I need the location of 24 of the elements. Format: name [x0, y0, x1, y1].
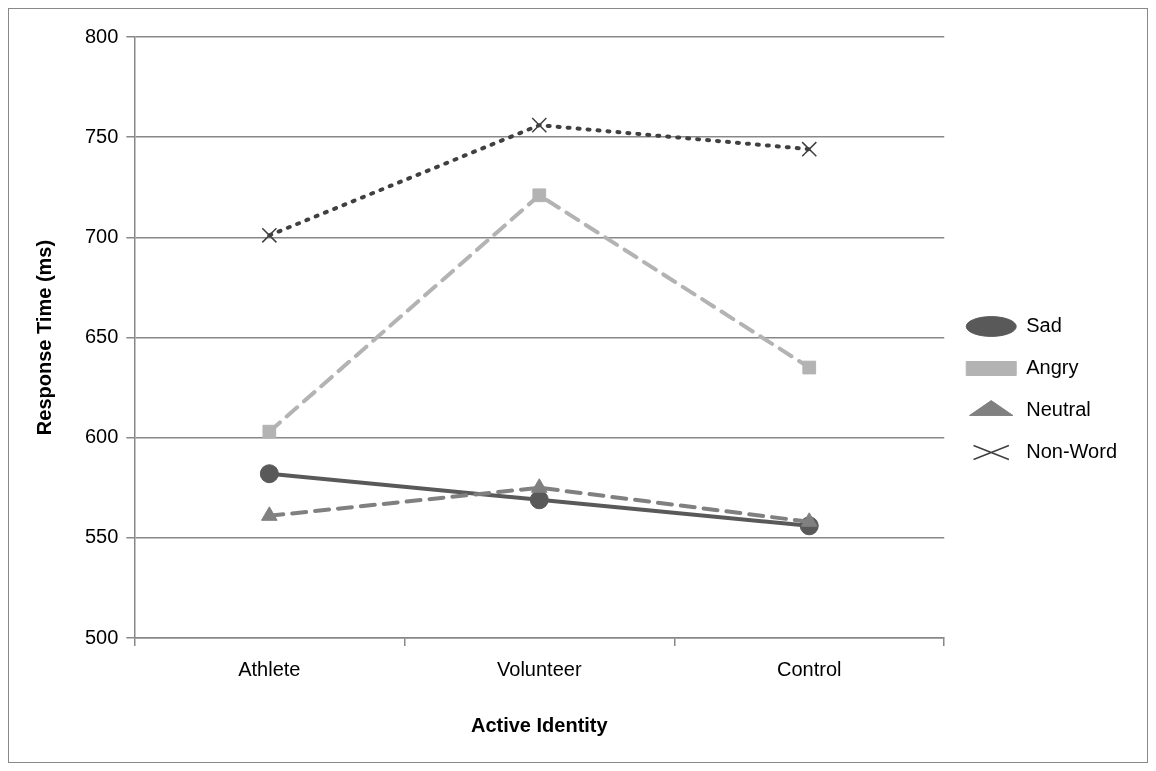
y-tick-label: 800 — [84, 24, 119, 47]
point — [531, 117, 548, 133]
point — [529, 490, 549, 510]
y-axis-title: Response Time (ms) — [32, 239, 55, 436]
point — [259, 464, 279, 484]
x-tick-label: Athlete — [238, 657, 301, 680]
point — [532, 188, 547, 203]
y-tick-label: 750 — [84, 124, 119, 147]
y-tick-label: 700 — [84, 224, 119, 247]
x-tick-label: Control — [777, 657, 842, 680]
point — [261, 227, 278, 244]
y-tick-label: 550 — [84, 525, 119, 548]
y-tick-label: 600 — [84, 425, 119, 448]
legend-label: Non-Word — [1026, 440, 1118, 463]
legend-label: Neutral — [1026, 398, 1091, 421]
point — [801, 141, 818, 158]
legend-label: Sad — [1026, 314, 1062, 337]
x-tick-label: Volunteer — [497, 657, 582, 680]
x-axis-title: Active Identity — [470, 713, 609, 736]
y-tick-label: 500 — [84, 625, 119, 648]
legend-label: Angry — [1026, 356, 1079, 379]
point — [802, 360, 817, 375]
point — [262, 424, 277, 439]
y-tick-label: 650 — [84, 325, 119, 348]
